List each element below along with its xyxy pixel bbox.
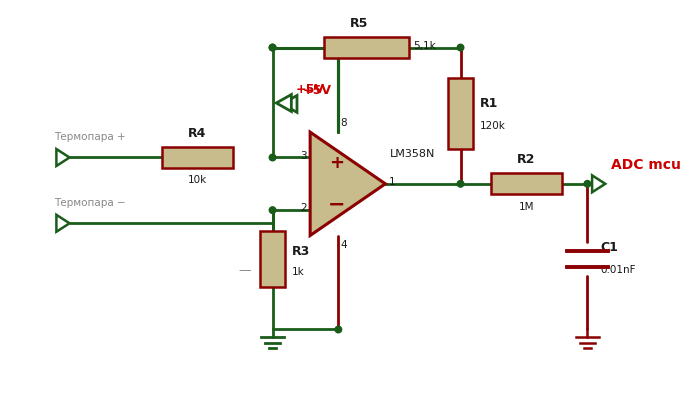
Circle shape xyxy=(269,154,276,161)
Text: 5,1k: 5,1k xyxy=(414,40,436,51)
Circle shape xyxy=(269,44,276,51)
Polygon shape xyxy=(282,95,297,112)
Text: +5V: +5V xyxy=(296,83,325,96)
Polygon shape xyxy=(56,149,70,166)
Text: ADC mcu: ADC mcu xyxy=(611,158,681,172)
Text: 1M: 1M xyxy=(519,202,534,212)
Circle shape xyxy=(457,180,464,187)
Text: 10k: 10k xyxy=(188,175,207,185)
Text: 3: 3 xyxy=(300,151,306,161)
Bar xyxy=(260,231,285,287)
Circle shape xyxy=(457,44,464,51)
Text: 1: 1 xyxy=(389,177,396,187)
Polygon shape xyxy=(592,175,606,192)
Text: 8: 8 xyxy=(340,118,347,128)
Text: Термопара −: Термопара − xyxy=(55,198,126,208)
Text: C1: C1 xyxy=(601,241,619,254)
Polygon shape xyxy=(276,95,291,112)
Text: −: − xyxy=(327,195,345,215)
Circle shape xyxy=(269,44,276,51)
Polygon shape xyxy=(56,215,70,232)
Text: +5V: +5V xyxy=(303,84,332,97)
Bar xyxy=(448,78,473,149)
Text: R5: R5 xyxy=(350,17,369,30)
Text: 4: 4 xyxy=(340,240,347,250)
Circle shape xyxy=(584,180,590,187)
Text: 0.01nF: 0.01nF xyxy=(601,265,636,275)
Text: 1k: 1k xyxy=(292,267,305,277)
Text: R2: R2 xyxy=(517,153,536,166)
Text: R4: R4 xyxy=(188,127,207,140)
Bar xyxy=(324,37,409,58)
Text: 2: 2 xyxy=(300,203,306,213)
Text: R1: R1 xyxy=(480,97,499,110)
Text: —: — xyxy=(238,264,251,277)
Bar xyxy=(162,147,233,168)
Polygon shape xyxy=(310,132,386,235)
Bar xyxy=(491,173,562,194)
Text: R3: R3 xyxy=(292,245,310,258)
Text: Термопара +: Термопара + xyxy=(55,132,126,142)
Text: LM358N: LM358N xyxy=(390,149,436,159)
Text: +: + xyxy=(329,154,344,172)
Text: 120k: 120k xyxy=(480,121,506,132)
Circle shape xyxy=(335,326,342,333)
Circle shape xyxy=(269,207,276,213)
